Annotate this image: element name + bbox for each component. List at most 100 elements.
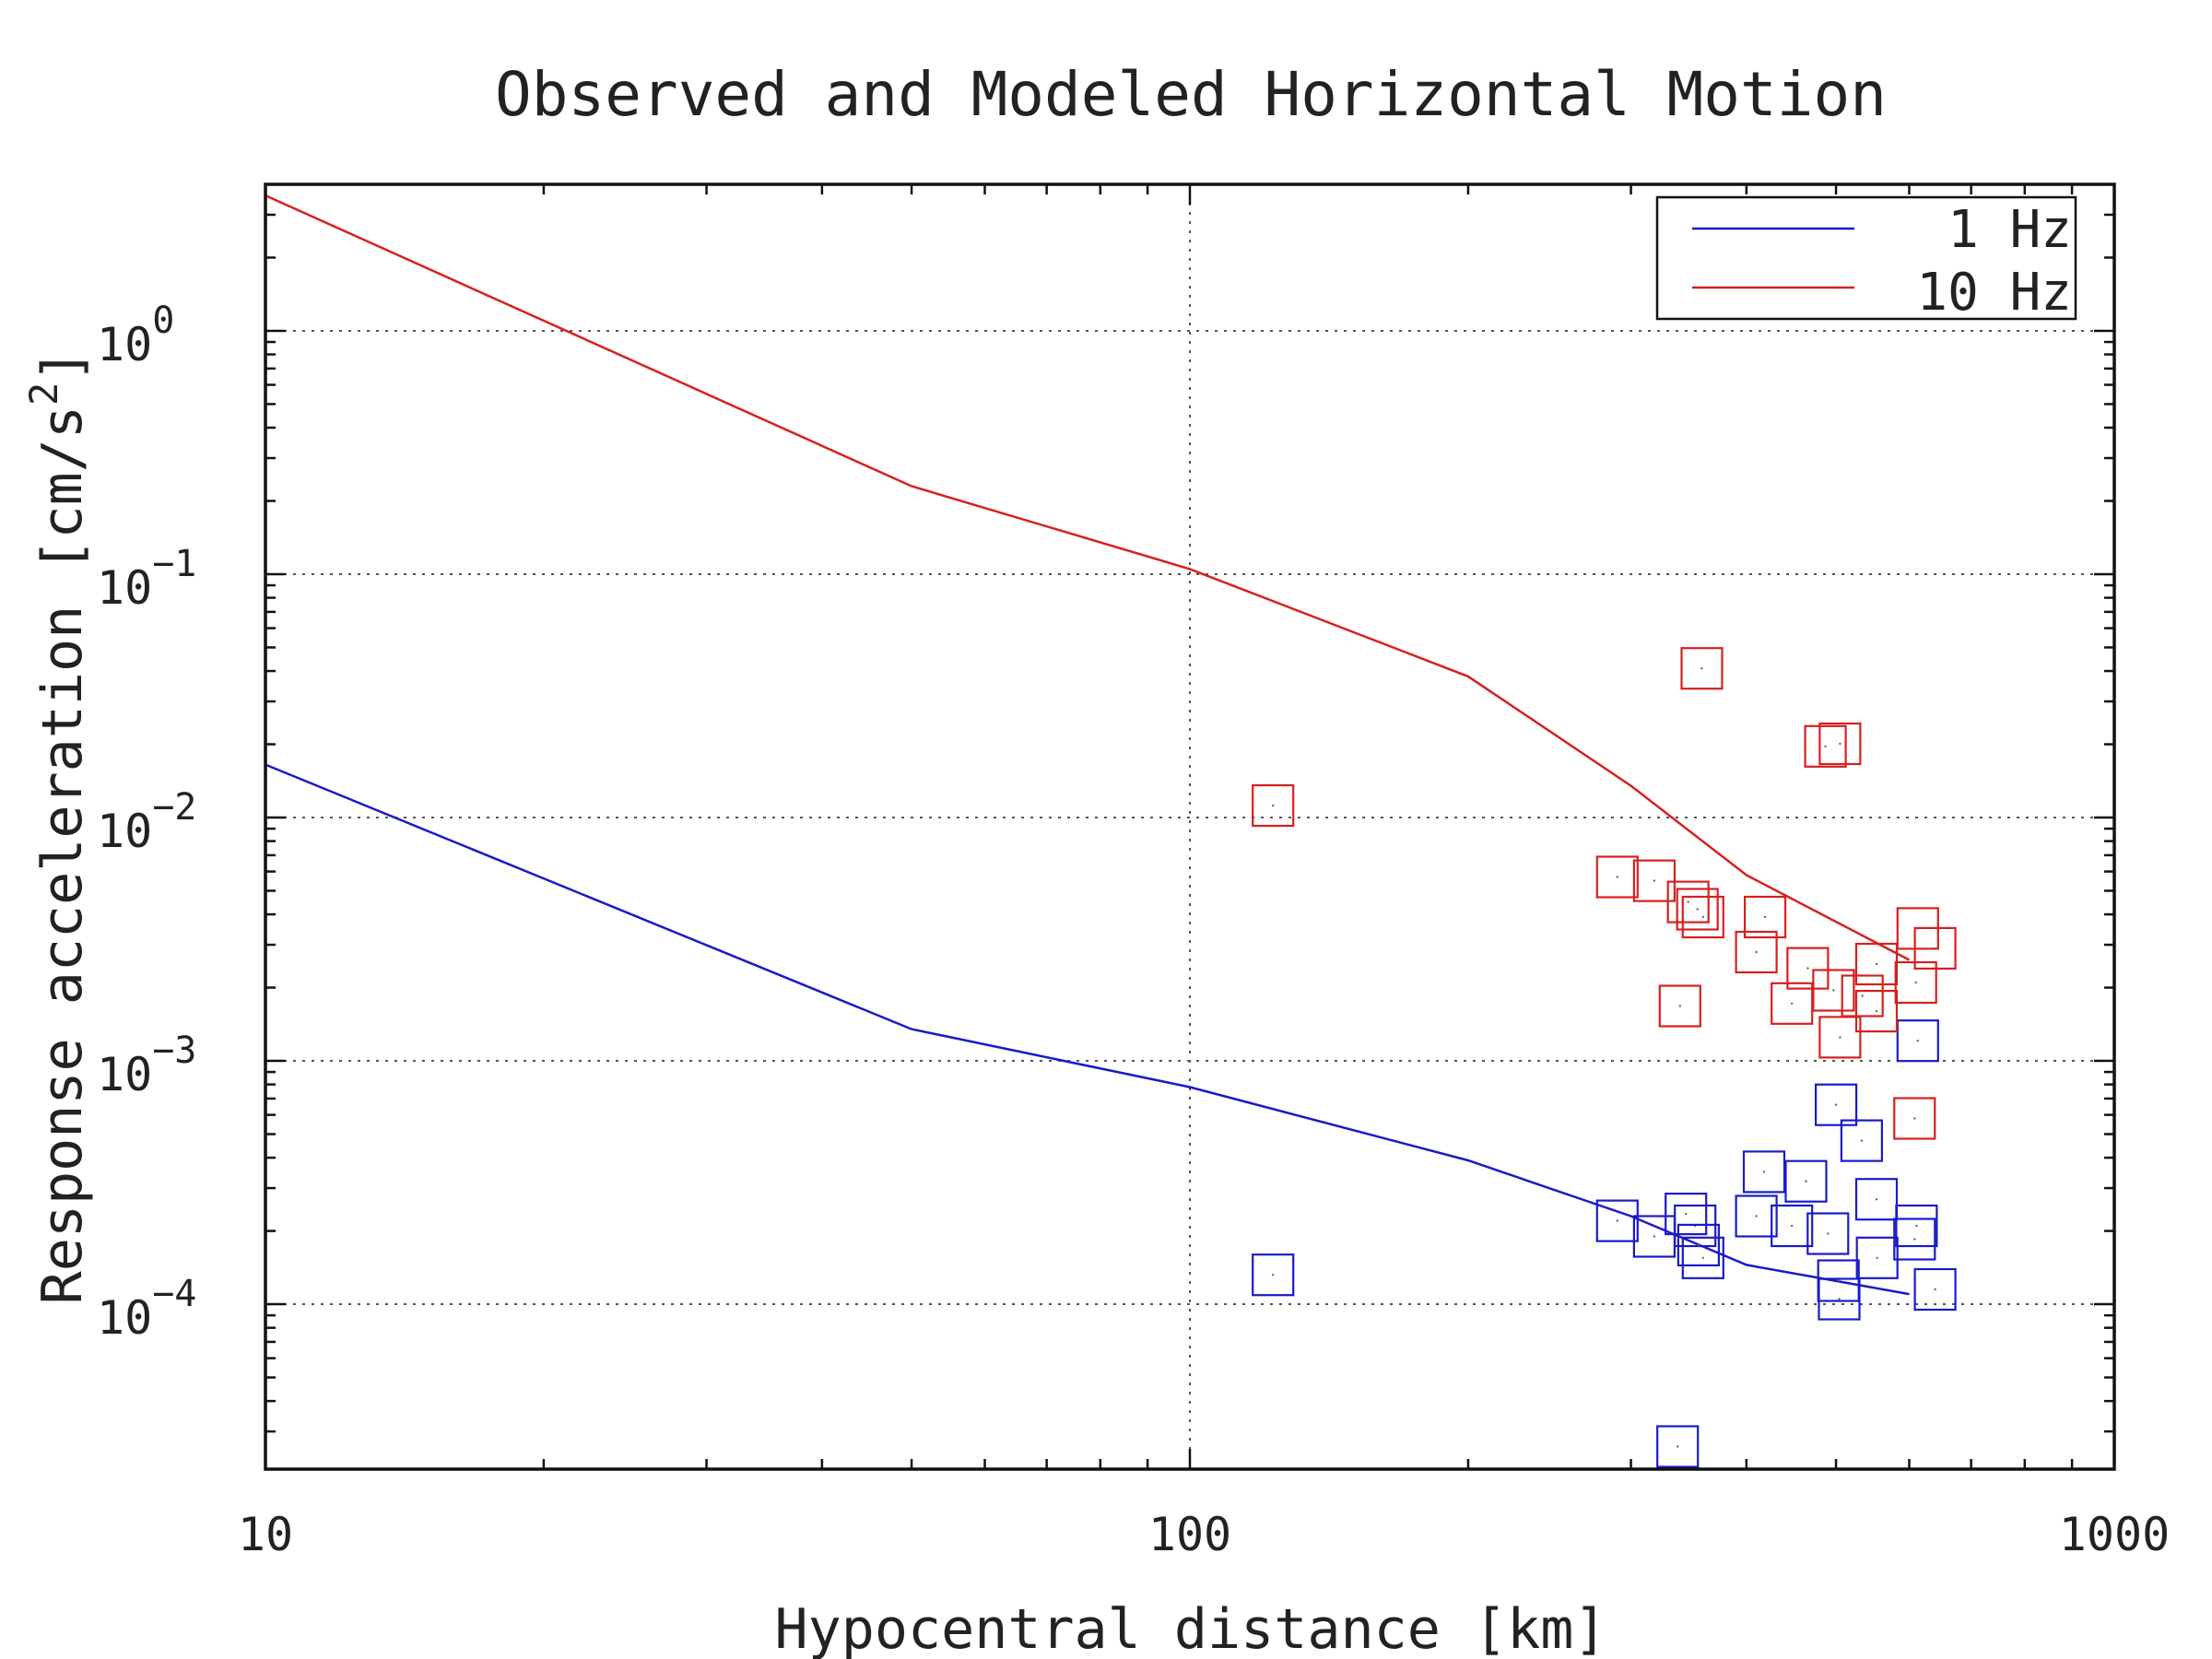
data-point-10hz [1818,722,1862,766]
y-tick-label: 10−3 [97,1030,196,1101]
data-point-center [1616,1219,1619,1222]
data-point-1hz [1784,1159,1828,1203]
data-point-1hz [1771,1204,1814,1248]
x-tick-labels: 10 100 1000 [238,1508,2170,1561]
data-point-center [1934,1288,1936,1291]
data-point-center [1827,1232,1830,1235]
data-point-10hz [1680,647,1724,690]
data-point-10hz [1841,974,1884,1018]
data-point-1hz [1595,1199,1639,1242]
plot-frame [264,182,2116,1471]
data-point-10hz [1681,895,1724,939]
y-axis-label: Response acceleration [cm/s2] [21,349,95,1305]
data-point-1hz [1818,1277,1861,1321]
data-point-center [1700,667,1703,670]
data-point-center [1824,745,1827,747]
data-point-center [1834,1103,1838,1106]
data-point-center [1913,1117,1916,1120]
data-point-center [1762,1171,1766,1173]
data-point-10hz [1893,1097,1936,1140]
data-point-center [1861,994,1864,997]
data-point-center [1915,1224,1918,1228]
data-point-1hz [1677,1223,1721,1267]
data-point-10hz [1818,1016,1862,1059]
data-point-center [1755,1215,1758,1218]
data-point-center [1875,1009,1878,1013]
data-point-10hz [1658,984,1701,1028]
data-point-center [1653,879,1656,882]
data-point-center [1763,915,1767,919]
data-point-center [1791,1224,1794,1228]
data-point-10hz [1771,982,1814,1025]
y-tick-label: 10−2 [97,786,196,858]
data-point-center [1701,1256,1705,1260]
data-point-10hz [1804,724,1847,768]
data-point-10hz [1252,783,1295,828]
data-point-center [1272,804,1275,807]
x-tick-label: 100 [1148,1508,1231,1561]
data-point-center [1914,981,1917,984]
y-tick-label: 100 [97,300,174,371]
data-point-center [1678,1005,1682,1007]
data-point-center [1653,1235,1656,1238]
data-point-center [1806,967,1809,970]
chart-title: Observed and Modeled Horizontal Motion [495,59,1887,130]
data-point-1hz [1855,1236,1899,1279]
x-tick-label: 1000 [2059,1508,2170,1561]
model-line-1hz [265,763,1910,1296]
legend-box [1655,195,2077,321]
y-tick-labels: 100 10−1 10−2 10−3 10−4 [97,300,196,1345]
data-point-1hz [1665,1192,1708,1236]
data-point-center [1685,1212,1688,1216]
data-point-10hz [1854,942,1899,986]
data-point-center [1687,900,1689,903]
data-point-1hz [1742,1150,1786,1194]
data-point-center [1913,1238,1916,1241]
legend: 1 Hz 10 Hz [1655,195,2077,323]
data-point-1hz [1895,1204,1938,1248]
data-point-10hz [1812,969,1855,1012]
data-point-1hz [1681,1236,1724,1279]
data-point-center [1677,1445,1679,1448]
data-point-center [1832,989,1835,992]
data-point-center [1916,1040,1919,1042]
data-point-center [1755,950,1758,954]
data-point-center [1701,915,1705,919]
data-point-center [1934,947,1936,950]
data-point-1hz [1840,1119,1884,1162]
grid [265,184,2114,1469]
data-point-center [1837,1279,1840,1282]
data-point-10hz [1666,880,1710,924]
data-point-10hz [1735,930,1778,974]
data-point-10hz [1595,855,1639,899]
data-point-center [1876,1256,1878,1260]
axis-ticks [264,182,2114,1469]
model-lines [265,194,1911,1296]
y-tick-label: 10−1 [97,543,196,615]
data-point-1hz [1854,1178,1899,1221]
data-point-center [1697,1243,1700,1247]
data-point-center [1860,1139,1864,1142]
data-point-1hz [1806,1212,1850,1255]
data-point-center [1616,876,1619,878]
data-point-10hz [1854,989,1899,1033]
data-point-center [1839,742,1841,746]
data-point-center [1838,1298,1841,1300]
data-point-1hz [1896,1019,1939,1063]
data-point-10hz [1786,947,1830,990]
data-point-center [1272,1274,1275,1277]
data-point-10hz [1676,888,1719,931]
data-point-1hz [1656,1425,1700,1468]
data-point-1hz [1814,1083,1858,1126]
data-point-center [1791,1002,1794,1006]
data-point-center [1875,1198,1878,1201]
legend-label-10hz: 10 Hz [1916,263,2072,323]
data-point-center [1875,962,1878,966]
y-axis-label-main: Response acceleration [cm/s [30,406,95,1304]
data-point-1hz [1913,1267,1957,1312]
x-axis-label: Hypocentral distance [km] [774,1597,1606,1659]
y-tick-label: 10−4 [97,1273,196,1345]
model-line-10hz [265,194,1911,961]
y-axis-label-close: ] [30,349,95,382]
